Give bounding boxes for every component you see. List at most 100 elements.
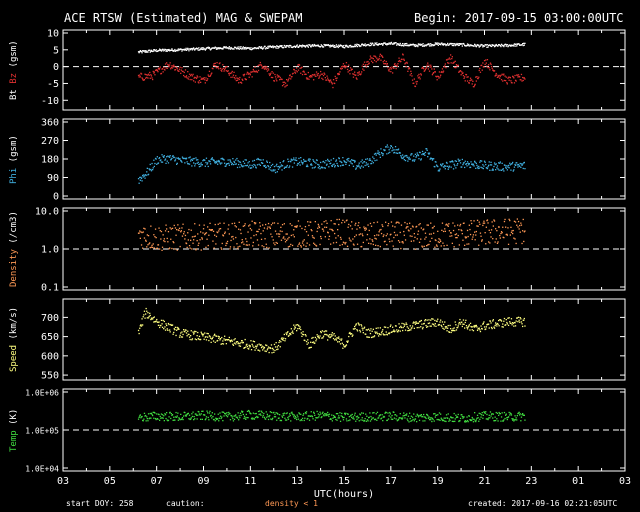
data-point — [327, 160, 329, 162]
data-point — [414, 323, 417, 325]
data-point — [438, 412, 441, 414]
data-point — [361, 233, 363, 235]
data-point — [304, 46, 307, 48]
data-point — [242, 413, 244, 416]
data-point — [247, 417, 249, 419]
data-point — [195, 47, 198, 49]
data-point — [332, 230, 334, 232]
data-point — [324, 45, 326, 47]
data-point — [265, 48, 267, 50]
data-point — [506, 83, 508, 85]
data-point — [343, 66, 345, 68]
data-point — [410, 240, 412, 242]
data-point — [284, 241, 287, 243]
data-point — [404, 155, 406, 157]
data-point — [210, 341, 212, 343]
data-point — [393, 236, 395, 239]
series-density — [137, 218, 526, 251]
data-point — [410, 329, 412, 331]
data-point — [455, 67, 457, 69]
data-point — [201, 333, 203, 335]
data-point — [440, 413, 442, 415]
data-point — [469, 166, 472, 168]
data-point — [392, 225, 394, 227]
data-point — [271, 71, 273, 73]
data-point — [406, 62, 408, 64]
data-point — [235, 343, 237, 345]
data-point — [382, 43, 384, 45]
data-point — [358, 222, 360, 224]
data-point — [234, 415, 236, 417]
data-point — [500, 43, 503, 45]
data-point — [468, 415, 470, 417]
data-point — [305, 165, 308, 168]
data-point — [195, 339, 198, 341]
data-point — [395, 418, 397, 420]
data-point — [159, 248, 161, 250]
data-point — [417, 322, 420, 324]
data-point — [172, 65, 174, 67]
data-point — [495, 74, 497, 76]
data-point — [215, 67, 218, 69]
data-point — [273, 222, 276, 224]
data-point — [503, 73, 505, 75]
data-point — [263, 67, 265, 69]
data-point — [164, 69, 166, 71]
data-point — [410, 72, 412, 75]
data-point — [500, 45, 502, 48]
data-point — [462, 417, 464, 419]
data-point — [245, 78, 247, 81]
data-point — [233, 48, 235, 50]
data-point — [366, 233, 369, 236]
data-point — [177, 157, 179, 159]
data-point — [153, 417, 155, 419]
data-point — [276, 412, 278, 414]
data-point — [395, 222, 397, 224]
data-point — [215, 335, 218, 337]
data-point — [323, 415, 325, 417]
data-point — [355, 44, 357, 47]
data-point — [421, 328, 424, 330]
data-point — [253, 48, 255, 50]
data-point — [289, 245, 291, 247]
data-point — [384, 334, 386, 336]
y-tick-label: 1.0E+05 — [25, 427, 59, 436]
data-point — [358, 72, 360, 74]
data-point — [215, 48, 218, 50]
data-point — [292, 414, 294, 416]
data-point — [289, 413, 291, 415]
data-point — [153, 234, 155, 236]
data-point — [392, 330, 394, 332]
data-point — [277, 166, 279, 168]
data-point — [161, 154, 163, 156]
data-point — [505, 166, 507, 168]
data-point — [338, 72, 340, 75]
data-point — [355, 77, 357, 79]
data-point — [247, 72, 249, 74]
data-point — [246, 410, 249, 412]
data-point — [322, 46, 325, 48]
data-point — [361, 325, 363, 327]
data-point — [203, 338, 205, 340]
y-axis-label-part: Density — [9, 243, 19, 287]
data-point — [307, 46, 309, 48]
data-point — [312, 418, 314, 420]
data-point — [208, 234, 210, 236]
data-point — [257, 47, 260, 50]
data-point — [293, 236, 295, 238]
data-point — [184, 414, 187, 416]
data-point — [483, 165, 485, 167]
data-point — [439, 321, 441, 323]
data-point — [179, 419, 181, 421]
data-point — [403, 159, 405, 161]
data-point — [255, 222, 257, 224]
data-point — [441, 321, 444, 323]
data-point — [419, 151, 421, 154]
data-point — [447, 168, 449, 170]
data-point — [412, 226, 414, 228]
data-point — [320, 331, 322, 334]
data-point — [506, 165, 508, 167]
data-point — [413, 321, 415, 323]
data-point — [157, 321, 159, 323]
data-point — [400, 247, 402, 250]
